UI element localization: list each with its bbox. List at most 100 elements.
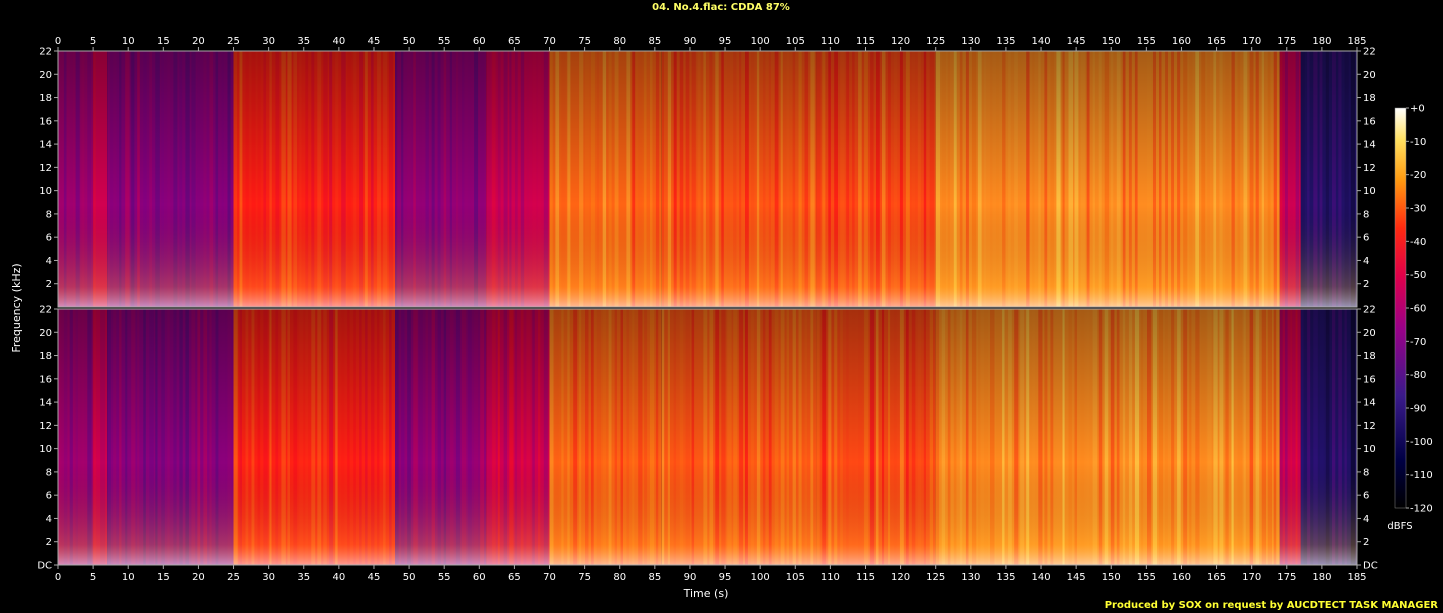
right-y-tick-label: 14 [1363, 398, 1376, 409]
left-y-tick-label: 18 [39, 351, 52, 362]
left-y-tick-label: 10 [39, 186, 52, 197]
top-x-tick-label: 70 [543, 36, 556, 47]
left-y-tick-label: 2 [46, 279, 52, 290]
top-x-tick-label: 90 [684, 36, 697, 47]
bottom-x-tick-label: 125 [926, 572, 945, 583]
right-y-tick-label: 6 [1363, 491, 1369, 502]
bottom-x-tick-label: 70 [543, 572, 556, 583]
bottom-x-tick-label: 40 [332, 572, 345, 583]
left-y-tick-label: 4 [46, 256, 52, 267]
colorbar-tick-label: -30 [1410, 204, 1426, 215]
left-y-tick-label: 12 [39, 421, 52, 432]
left-y-tick-label: 20 [39, 328, 52, 339]
channel-shading [58, 309, 1357, 565]
top-x-tick-label: 50 [403, 36, 416, 47]
top-x-tick-label: 150 [1102, 36, 1121, 47]
right-y-tick-label: 18 [1363, 93, 1376, 104]
x-axis-label: Time (s) [683, 587, 729, 600]
right-y-tick-label: 2 [1363, 279, 1369, 290]
bottom-x-tick-label: 165 [1207, 572, 1226, 583]
bottom-x-tick-label: 85 [648, 572, 661, 583]
top-x-tick-label: 30 [262, 36, 275, 47]
bottom-x-tick-label: 10 [122, 572, 135, 583]
left-y-tick-label: 22 [39, 47, 52, 58]
bottom-x-tick-label: 100 [751, 572, 770, 583]
colorbar-tick-label: -20 [1410, 170, 1426, 181]
right-y-tick-label: 4 [1363, 514, 1369, 525]
right-y-axis: 2 4 6 8 10 12 14 16 18 20 22 DC 2 4 6 8 10 12 14 16 18 20 22 [1357, 47, 1378, 572]
colorbar-label: dBFS [1387, 521, 1412, 532]
bottom-x-tick-label: 75 [578, 572, 591, 583]
channel-frame [57, 50, 1358, 308]
bottom-x-tick-label: 0 [55, 572, 61, 583]
colorbar-tick-label: -80 [1410, 370, 1426, 381]
top-x-tick-label: 175 [1277, 36, 1296, 47]
top-x-tick-label: 160 [1172, 36, 1191, 47]
bottom-x-tick-label: 130 [961, 572, 980, 583]
bottom-x-tick-label: 5 [90, 572, 96, 583]
left-y-tick-label: 14 [39, 140, 52, 151]
bottom-x-tick-label: 60 [473, 572, 486, 583]
colorbar-tick-label: -40 [1410, 237, 1426, 248]
left-y-tick-label: 4 [46, 514, 52, 525]
top-x-tick-label: 65 [508, 36, 521, 47]
left-y-tick-label: 16 [39, 374, 52, 385]
right-y-tick-label: 14 [1363, 140, 1376, 151]
colorbar-tick-label: -110 [1410, 470, 1433, 481]
top-x-tick-label: 165 [1207, 36, 1226, 47]
top-x-tick-label: 170 [1242, 36, 1261, 47]
left-y-axis: 2 4 6 8 10 12 14 16 18 20 22 DC 2 4 6 8 10 12 14 16 18 20 22 [37, 47, 58, 572]
top-x-tick-label: 120 [891, 36, 910, 47]
right-y-tick-label: 8 [1363, 209, 1369, 220]
bottom-x-tick-label: 30 [262, 572, 275, 583]
colorbar: +0 -10 -20 -30 -40 -50 -60 -70 -80 -90 -100 -110 -12… [1387, 104, 1432, 533]
top-x-tick-label: 145 [1067, 36, 1086, 47]
bottom-x-tick-label: 50 [403, 572, 416, 583]
colorbar-tick-label: +0 [1410, 104, 1425, 115]
right-y-tick-label: 10 [1363, 186, 1376, 197]
bottom-x-tick-label: 115 [856, 572, 875, 583]
bottom-x-tick-label: 155 [1137, 572, 1156, 583]
colorbar-tick-label: -90 [1410, 404, 1426, 415]
credit-text: Produced by SOX on request by AUCDTECT T… [1105, 600, 1439, 611]
top-x-tick-label: 140 [1031, 36, 1050, 47]
top-x-tick-label: 5 [90, 36, 96, 47]
top-x-tick-label: 15 [157, 36, 170, 47]
colorbar-ticks: +0 -10 -20 -30 -40 -50 -60 -70 -80 -90 -100 -110 -12… [1406, 104, 1433, 515]
right-y-tick-label: 2 [1363, 537, 1369, 548]
right-y-tick-label: 22 [1363, 47, 1376, 58]
colorbar-tick-label: -70 [1410, 337, 1426, 348]
bottom-x-tick-label: 25 [227, 572, 240, 583]
right-y-tick-label: 16 [1363, 374, 1376, 385]
bottom-x-tick-label: 90 [684, 572, 697, 583]
top-x-tick-label: 115 [856, 36, 875, 47]
bottom-x-tick-label: 140 [1031, 572, 1050, 583]
colorbar-tick-label: -100 [1410, 437, 1433, 448]
bottom-x-tick-label: 20 [192, 572, 205, 583]
top-x-tick-label: 25 [227, 36, 240, 47]
left-y-tick-label: DC [37, 561, 52, 572]
left-y-tick-label: 18 [39, 93, 52, 104]
left-y-tick-label: 20 [39, 70, 52, 81]
top-x-tick-label: 40 [332, 36, 345, 47]
bottom-x-tick-label: 110 [821, 572, 840, 583]
top-x-tick-label: 125 [926, 36, 945, 47]
right-y-tick-label: DC [1363, 561, 1378, 572]
top-x-tick-label: 80 [613, 36, 626, 47]
channel-frame [57, 308, 1358, 566]
left-y-tick-label: 10 [39, 444, 52, 455]
bottom-x-tick-label: 160 [1172, 572, 1191, 583]
bottom-x-tick-label: 35 [297, 572, 310, 583]
top-x-tick-label: 35 [297, 36, 310, 47]
top-x-tick-label: 100 [751, 36, 770, 47]
left-y-tick-label: 8 [46, 209, 52, 220]
channel-shading [58, 51, 1357, 307]
top-x-tick-label: 75 [578, 36, 591, 47]
bottom-x-tick-label: 170 [1242, 572, 1261, 583]
colorbar-gradient-bar [1394, 107, 1407, 509]
top-x-tick-label: 130 [961, 36, 980, 47]
right-y-tick-label: 12 [1363, 163, 1376, 174]
top-x-tick-label: 95 [719, 36, 732, 47]
top-x-tick-label: 10 [122, 36, 135, 47]
